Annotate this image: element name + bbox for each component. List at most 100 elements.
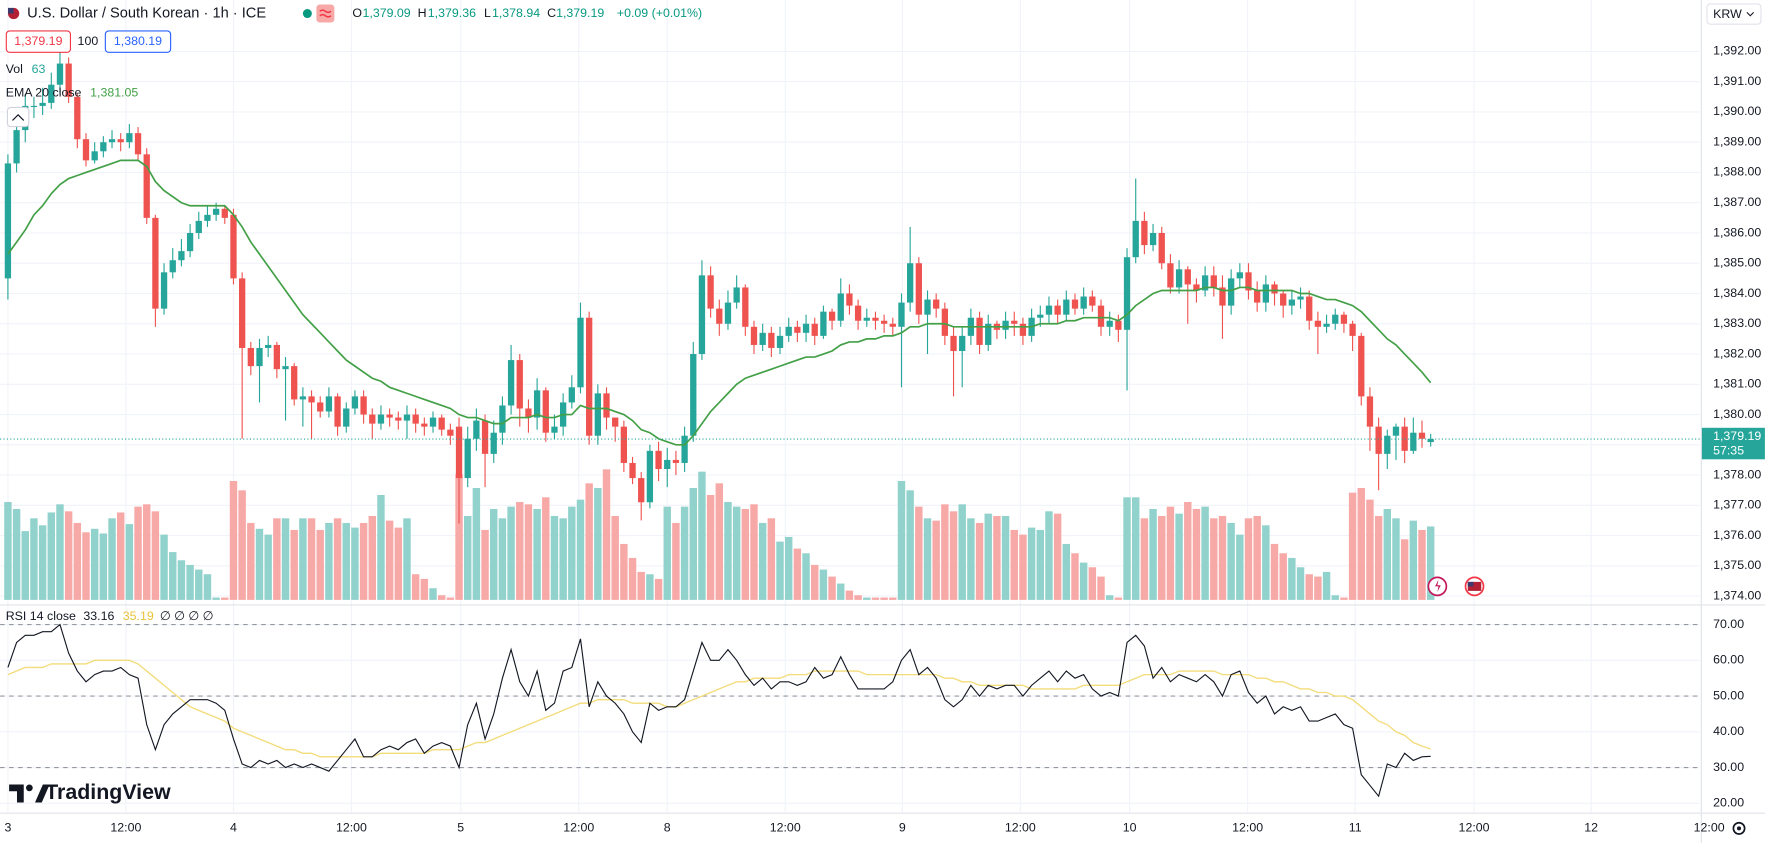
volume-bar [533, 508, 541, 600]
volume-bar [871, 597, 880, 600]
candle-body [577, 317, 584, 388]
last-price-label: 1,379.19 [1713, 429, 1761, 443]
volume-bar [958, 504, 966, 600]
volume-bar [1392, 518, 1400, 600]
volume-bar [654, 578, 663, 600]
candle-body [1401, 426, 1408, 451]
volume-bar [1305, 574, 1313, 600]
volume-bar [620, 543, 628, 600]
volume-bar [1132, 497, 1140, 600]
candle-body [1141, 220, 1148, 246]
candle-body [273, 344, 281, 370]
sell-button[interactable] [5, 30, 72, 53]
candle-body [1158, 232, 1165, 264]
candle-body [395, 417, 402, 421]
candle-body [733, 287, 740, 303]
volume-bar [38, 525, 47, 600]
x-tick-label: 10 [1123, 821, 1137, 835]
candle-body [317, 402, 324, 412]
volume-bar [767, 518, 776, 600]
y-tick-label: 1,388.00 [1713, 165, 1761, 179]
candle-body [872, 317, 879, 321]
candle-body [924, 299, 931, 315]
volume-bar [247, 522, 255, 600]
candle-body [169, 260, 176, 273]
buy-price[interactable]: 1,380.19 [114, 34, 162, 48]
volume-bar [1105, 595, 1114, 600]
candle-body [1245, 272, 1252, 291]
volume-bar [602, 469, 611, 600]
volume-bar [1079, 562, 1088, 600]
volume-bar [1036, 529, 1044, 600]
volume-bar [1409, 520, 1418, 600]
collapse-button[interactable] [6, 106, 30, 128]
candle-body [1236, 272, 1243, 279]
y-tick-label: 1,386.00 [1713, 225, 1761, 239]
currency-button[interactable] [1706, 3, 1762, 25]
volume-bar [490, 508, 498, 600]
candle-body [1175, 269, 1183, 288]
x-tick-label: 12 [1584, 821, 1598, 835]
volume-bar [1366, 499, 1374, 600]
volume-bar [1418, 529, 1426, 600]
currency[interactable]: KRW [1713, 7, 1742, 21]
candle-body [1418, 432, 1426, 439]
candle-body [351, 396, 359, 409]
volume-bar [1053, 513, 1062, 600]
candle-body [1262, 284, 1269, 303]
candle-body [1384, 435, 1391, 454]
delay-badge[interactable] [316, 4, 335, 23]
buy-button[interactable] [104, 30, 172, 53]
volume-bar [984, 513, 992, 600]
volume-bar [568, 506, 576, 600]
volume-bar [715, 483, 724, 600]
candle-body [759, 332, 766, 345]
candle-body [282, 366, 289, 370]
candle-body [1193, 284, 1200, 291]
candle-body [620, 426, 628, 463]
volume-bar [594, 487, 602, 600]
volume-bar [195, 569, 203, 600]
candle-body [308, 396, 315, 403]
y-tick-label: 1,382.00 [1713, 346, 1761, 360]
candle-body [542, 390, 549, 433]
candle-body [1167, 263, 1174, 288]
candle-body [421, 423, 428, 427]
candle-body [681, 435, 688, 463]
volume-bar [1062, 543, 1071, 600]
volume-bar [99, 533, 108, 600]
volume-bar [73, 522, 82, 600]
volume-bar [82, 532, 90, 600]
candle-body [1089, 296, 1096, 306]
settings-icon[interactable] [1732, 821, 1746, 835]
volume-bar [229, 480, 238, 600]
x-tick-label: 5 [457, 821, 464, 835]
volume-bar [1314, 576, 1322, 600]
candle-body [1340, 314, 1348, 324]
x-tick-label: 12:00 [1005, 821, 1036, 835]
volume-bar [212, 597, 220, 600]
rsi-tick-label: 30.00 [1713, 760, 1744, 774]
y-tick-label: 1,376.00 [1713, 528, 1761, 542]
volume-bar [915, 506, 923, 600]
volume-bar [1262, 525, 1270, 600]
candle-body [56, 63, 64, 85]
volume-bar [793, 548, 802, 600]
candle-body [160, 272, 168, 309]
volume-bar [741, 508, 750, 600]
volume-bar [368, 515, 376, 600]
candle-body [1410, 432, 1417, 451]
sell-price[interactable]: 1,379.19 [14, 34, 62, 48]
volume-bar [507, 506, 515, 600]
volume-bar [1027, 527, 1036, 600]
y-tick-label: 1,380.00 [1713, 407, 1761, 421]
candle-body [750, 326, 758, 345]
volume-bar [359, 522, 368, 600]
labels: 3 12:00 4 12:00 5 12:00 8 12:00 9 12:00 10 12:00 11 1… [4, 44, 1765, 835]
x-tick-label: 12:00 [1694, 821, 1725, 835]
volume-bar [403, 518, 411, 600]
logo-icon [25, 784, 33, 792]
volume-bar [611, 515, 619, 600]
volume-bar [290, 529, 298, 600]
